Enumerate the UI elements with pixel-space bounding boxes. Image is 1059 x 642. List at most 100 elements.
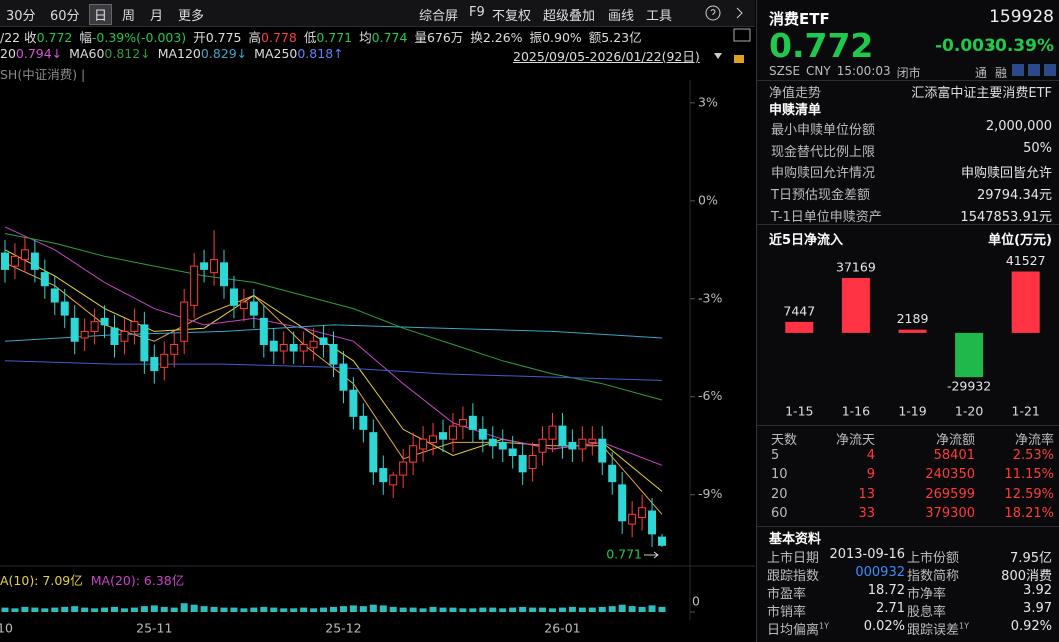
tool-button[interactable]: 工具 xyxy=(646,9,673,24)
candle-body xyxy=(20,249,29,261)
table-cell: 净流额 xyxy=(935,433,975,448)
row-value: 29794.34元 xyxy=(976,188,1052,204)
volume-bar xyxy=(509,607,517,612)
last-price: 0.772 xyxy=(769,26,874,65)
volume-bar xyxy=(320,607,328,612)
candle-body xyxy=(289,343,298,352)
volume-bar xyxy=(459,608,467,612)
info-label: 市盈率 xyxy=(767,583,806,602)
period-tab[interactable]: 60分 xyxy=(50,9,80,24)
icon[interactable] xyxy=(1012,64,1024,76)
candle-body xyxy=(618,484,627,522)
tag: 通 xyxy=(975,66,988,80)
period-tab-active[interactable]: 日 xyxy=(89,4,113,25)
quote-bar: /22 收0.772 幅-0.39%(-0.003) 开0.775 高0.778 低0.… xyxy=(0,27,642,46)
volume-bar xyxy=(300,607,308,612)
period-tab[interactable]: 周 xyxy=(122,9,136,24)
info-value: 7.95亿 xyxy=(1010,551,1052,566)
nav-label[interactable]: 净值走势 xyxy=(769,86,822,101)
volume-bar xyxy=(150,605,158,612)
volume-bar xyxy=(91,608,99,612)
row-label: T-1日单位申赎资产 xyxy=(771,209,882,225)
table-cell: 10 xyxy=(771,467,788,483)
volume-bar xyxy=(598,606,606,612)
item-label: MA120 xyxy=(157,46,201,61)
volume-bar xyxy=(489,607,497,612)
candle-body xyxy=(60,301,69,316)
volume-bar xyxy=(519,606,527,612)
item-value: 0.818↑ xyxy=(297,46,344,61)
wp-icon[interactable] xyxy=(733,28,751,42)
table-cell: 33 xyxy=(858,505,875,521)
help-icon[interactable] xyxy=(705,5,721,21)
volume-bar xyxy=(51,607,59,612)
item-value: 0.829↓ xyxy=(200,46,248,61)
table-cell: 18.21% xyxy=(1004,505,1054,521)
tool-button[interactable]: 综合屏 xyxy=(419,9,459,24)
table-cell: 天数 xyxy=(771,433,798,448)
candle-body xyxy=(638,507,647,519)
item-value: 0.778 xyxy=(261,30,297,45)
candle-body xyxy=(40,272,49,287)
info-value: 3.92 xyxy=(1023,583,1052,598)
period-tab[interactable]: 月 xyxy=(150,9,164,24)
section-title: 申赎清单 xyxy=(769,103,822,118)
candle-body xyxy=(548,425,557,440)
info-label: 市净率 xyxy=(907,583,946,602)
candle-body xyxy=(468,415,477,430)
info-value: 800消费 xyxy=(1001,569,1052,584)
period-tab[interactable]: 更多 xyxy=(178,9,205,24)
tool-button[interactable]: 画线 xyxy=(608,9,635,24)
x-tick-label: 1-15 xyxy=(785,404,813,419)
toolbar-icons[interactable] xyxy=(704,4,750,22)
candle-body xyxy=(429,435,438,443)
candle-body xyxy=(349,389,358,417)
volume-bar xyxy=(539,607,547,612)
next-icon[interactable] xyxy=(736,7,743,19)
volume-bar xyxy=(71,606,79,612)
candle-body xyxy=(160,353,169,368)
x-tick-label: 1-16 xyxy=(842,404,870,419)
period-tab[interactable]: 30分 xyxy=(6,9,36,24)
volume-bar xyxy=(170,607,178,612)
volume-bar xyxy=(81,607,89,612)
candle-body xyxy=(369,432,378,473)
volume-bar xyxy=(200,606,208,612)
security-code: 159928 xyxy=(989,7,1054,27)
item-label: 低 xyxy=(303,30,317,45)
volume-bar xyxy=(260,606,268,612)
icon[interactable] xyxy=(1028,64,1040,76)
y-tick-label: 3% xyxy=(698,94,718,109)
candle-body xyxy=(399,461,408,476)
candle-body xyxy=(458,419,467,427)
item-value: -0.39%(-0.003) xyxy=(91,30,187,45)
candle-body xyxy=(249,301,258,316)
date-range[interactable]: 2025/09/05-2026/01/22(92日) xyxy=(513,49,700,64)
icon[interactable] xyxy=(1044,64,1056,76)
separator xyxy=(757,80,1059,81)
volume-bar xyxy=(469,608,477,612)
tool-button[interactable]: F9 xyxy=(469,5,485,20)
unit-label: 单位(万元) xyxy=(988,233,1052,248)
panel-icons[interactable] xyxy=(1011,63,1059,77)
item-label: 20 xyxy=(0,46,16,61)
y-tick-label: -9% xyxy=(698,486,722,501)
candle-body xyxy=(359,415,368,430)
candle-body xyxy=(1,252,9,270)
candle-body xyxy=(379,468,388,483)
candle-body xyxy=(30,252,39,270)
quote-item: MA600.812↓ xyxy=(69,46,151,61)
inflow-bar xyxy=(841,277,870,333)
date-range-icons[interactable] xyxy=(712,50,752,64)
tool-button[interactable]: 超级叠加 xyxy=(543,9,596,24)
item-label: 振 xyxy=(529,30,543,45)
candle-body xyxy=(448,425,457,440)
tool-button[interactable]: 不复权 xyxy=(492,9,532,24)
candle-body xyxy=(299,343,308,352)
volume-bar xyxy=(449,607,457,612)
candle-body xyxy=(319,337,328,345)
volume-ma10: A(10): 7.09亿 xyxy=(0,573,83,588)
inflow-bar xyxy=(898,329,927,333)
value-label: 37169 xyxy=(836,259,876,274)
last-price-arrow xyxy=(644,551,659,559)
